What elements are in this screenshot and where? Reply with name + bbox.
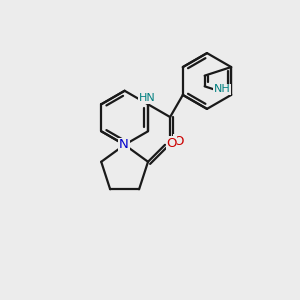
Text: HN: HN — [139, 93, 156, 103]
Text: O: O — [166, 137, 177, 150]
Text: N: N — [119, 138, 129, 151]
Text: O: O — [173, 135, 184, 148]
Text: NH: NH — [214, 84, 230, 94]
